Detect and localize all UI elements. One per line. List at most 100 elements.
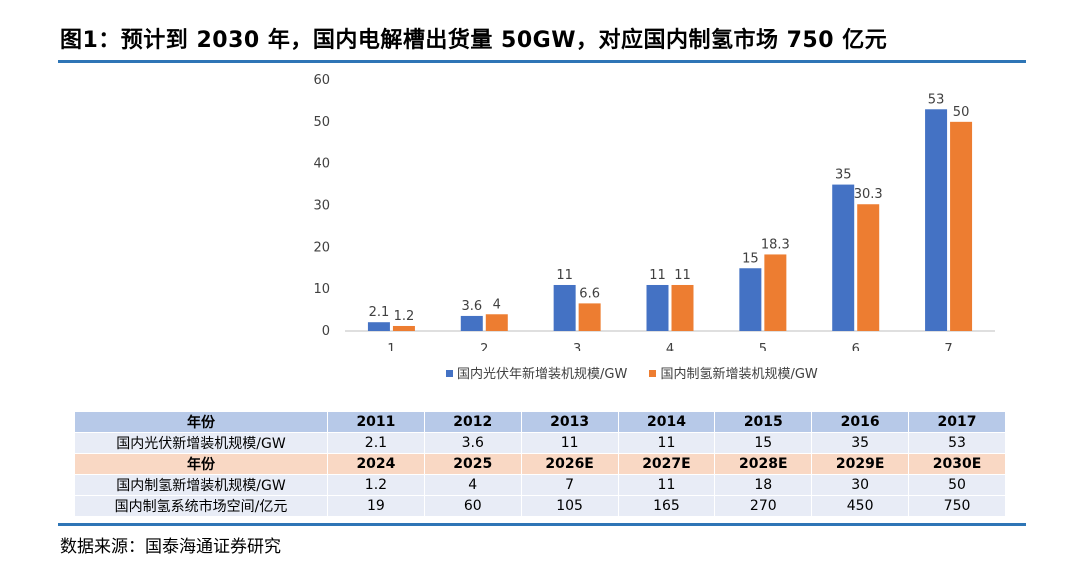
bar-value-label: 2.1 — [369, 305, 390, 320]
y-tick-label: 20 — [313, 240, 330, 255]
bar-value-label: 18.3 — [761, 237, 790, 252]
legend-swatch-series1 — [446, 370, 453, 377]
chart-legend: 国内光伏年新增装机规模/GW 国内制氢新增装机规模/GW — [446, 363, 836, 382]
bar-series1 — [553, 284, 576, 331]
table-cell: 3.6 — [423, 432, 522, 454]
table-cell: 国内制氢系统市场空间/亿元 — [74, 495, 328, 517]
bar-value-label: 4 — [493, 297, 501, 312]
table-cell: 2029E — [811, 453, 910, 475]
bar-value-label: 3.6 — [461, 299, 482, 314]
x-tick-label: 5 — [759, 342, 767, 351]
data-table: 年份 2011 2012 2013 2014 2015 2016 2017 国内… — [74, 411, 1006, 517]
bottom-rule — [58, 523, 1026, 526]
table-cell: 2026E — [520, 453, 619, 475]
table-cell: 2011 — [327, 411, 425, 433]
bar-series2 — [392, 325, 415, 331]
table-cell: 15 — [714, 432, 813, 454]
y-tick-label: 0 — [322, 324, 330, 339]
table-header-row-2: 年份 2024 2025 2026E 2027E 2028E 2029E 203… — [74, 453, 1006, 475]
table-cell: 2016 — [811, 411, 910, 433]
table-cell: 11 — [520, 432, 619, 454]
y-tick-label: 60 — [313, 73, 330, 88]
bar-series2 — [485, 314, 508, 331]
table-cell: 53 — [908, 432, 1006, 454]
table-cell: 2014 — [617, 411, 716, 433]
y-tick-label: 50 — [313, 115, 330, 130]
table-cell: 2015 — [714, 411, 813, 433]
legend-swatch-series2 — [649, 370, 657, 377]
bar-series2 — [950, 121, 973, 331]
bar-chart: 0 10 20 30 40 50 60 2.1 1.2 1 3.6 4 2 11 6.6 3 11 11 4 1518… — [313, 73, 995, 351]
table-cell: 2027E — [617, 453, 716, 475]
bar-value-label: 11 — [556, 268, 573, 283]
bar-series1 — [739, 268, 762, 331]
table-cell: 18 — [714, 474, 813, 496]
table-cell: 2025 — [423, 453, 522, 475]
source-note: 数据来源：国泰海通证券研究 — [60, 537, 281, 557]
bar-series1 — [832, 184, 855, 331]
table-row-market-size: 国内制氢系统市场空间/亿元 19 60 105 165 270 450 750 — [74, 495, 1006, 517]
x-tick-label: 1 — [387, 342, 395, 351]
table-header-row-1: 年份 2011 2012 2013 2014 2015 2016 2017 — [74, 411, 1006, 433]
top-rule — [58, 60, 1026, 63]
bar-value-label: 11 — [649, 268, 666, 283]
table-cell: 7 — [520, 474, 619, 496]
table-cell: 年份 — [74, 411, 328, 433]
table-cell: 30 — [811, 474, 910, 496]
table-cell: 1.2 — [327, 474, 425, 496]
table-cell: 4 — [423, 474, 522, 496]
table-cell: 2013 — [520, 411, 619, 433]
table-row-pv: 国内光伏新增装机规模/GW 2.1 3.6 11 11 15 35 53 — [74, 432, 1006, 454]
legend-item-series2: 国内制氢新增装机规模/GW — [649, 367, 818, 382]
table-cell: 年份 — [74, 453, 328, 475]
x-tick-label: 4 — [666, 342, 674, 351]
table-cell: 2028E — [714, 453, 813, 475]
table-cell: 2012 — [423, 411, 522, 433]
y-tick-label: 40 — [313, 157, 330, 172]
bar-value-label: 11 — [674, 268, 691, 283]
x-tick-label: 6 — [852, 342, 860, 351]
table-cell: 750 — [908, 495, 1006, 517]
bar-value-label: 30.3 — [854, 187, 883, 202]
x-tick-label: 3 — [573, 342, 581, 351]
table-row-hydrogen-capacity: 国内制氢新增装机规模/GW 1.2 4 7 11 18 30 50 — [74, 474, 1006, 496]
table-cell: 2030E — [908, 453, 1006, 475]
table-cell: 35 — [811, 432, 910, 454]
bar-value-label: 53 — [928, 92, 945, 107]
x-tick-label: 2 — [480, 342, 488, 351]
table-cell: 165 — [617, 495, 716, 517]
bar-series1 — [367, 322, 390, 331]
table-cell: 2024 — [327, 453, 425, 475]
table-cell: 2017 — [908, 411, 1006, 433]
legend-item-series1: 国内光伏年新增装机规模/GW — [446, 367, 627, 382]
y-tick-label: 30 — [313, 199, 330, 214]
legend-label-series2: 国内制氢新增装机规模/GW — [660, 367, 818, 382]
figure-title: 图1：预计到 2030 年，国内电解槽出货量 50GW，对应国内制氢市场 750… — [60, 28, 888, 53]
table-cell: 270 — [714, 495, 813, 517]
bar-value-label: 35 — [835, 168, 852, 183]
bar-series2 — [857, 204, 880, 331]
table-cell: 19 — [327, 495, 425, 517]
y-tick-label: 10 — [313, 282, 330, 297]
bar-value-label: 50 — [953, 105, 970, 120]
bar-series2 — [764, 254, 787, 331]
table-cell: 50 — [908, 474, 1006, 496]
bar-value-label: 15 — [742, 251, 759, 266]
table-cell: 11 — [617, 474, 716, 496]
bar-value-label: 1.2 — [394, 309, 415, 324]
table-cell: 国内制氢新增装机规模/GW — [74, 474, 328, 496]
bar-series2 — [671, 284, 694, 331]
table-cell: 105 — [520, 495, 619, 517]
bar-series1 — [460, 315, 483, 331]
legend-label-series1: 国内光伏年新增装机规模/GW — [457, 367, 628, 382]
x-tick-label: 7 — [944, 342, 952, 351]
bar-value-label: 6.6 — [579, 286, 600, 301]
bar-series2 — [578, 303, 601, 331]
bar-series1 — [646, 284, 669, 331]
bar-series1 — [925, 109, 948, 332]
table-cell: 60 — [423, 495, 522, 517]
table-cell: 2.1 — [327, 432, 425, 454]
table-cell: 450 — [811, 495, 910, 517]
table-cell: 国内光伏新增装机规模/GW — [74, 432, 328, 454]
table-cell: 11 — [617, 432, 716, 454]
